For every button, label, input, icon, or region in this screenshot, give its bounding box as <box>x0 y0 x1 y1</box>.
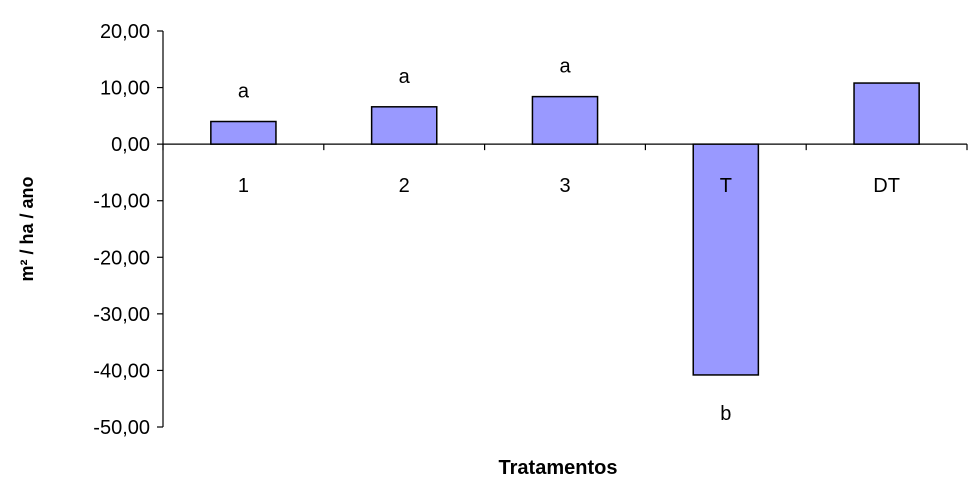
bars <box>210 82 920 376</box>
bar <box>531 95 599 145</box>
y-tick-label: 0,00 <box>111 134 150 156</box>
significance-label: a <box>238 81 250 103</box>
category-label: T <box>720 175 732 197</box>
annotation-labels: a a a b <box>238 56 732 425</box>
bar <box>692 143 760 376</box>
bar <box>210 120 277 145</box>
category-label: 1 <box>238 175 249 197</box>
y-tick-label: -30,00 <box>93 304 150 326</box>
y-tick-label: -10,00 <box>93 191 150 213</box>
x-axis <box>162 143 968 151</box>
y-axis: 20,00 10,00 0,00 -10,00 -20,00 -30,00 -40,00 -5… <box>93 21 164 439</box>
y-tick-label: 20,00 <box>100 21 150 43</box>
category-labels: 1 2 3 T DT <box>238 175 900 197</box>
significance-label: a <box>559 56 571 78</box>
significance-label: b <box>720 403 731 425</box>
y-tick-label: -40,00 <box>93 360 150 382</box>
bar <box>853 82 920 145</box>
category-label: 2 <box>399 175 410 197</box>
category-label: 3 <box>559 175 570 197</box>
y-tick-label: -20,00 <box>93 247 150 269</box>
bar <box>370 106 438 145</box>
category-label: DT <box>873 175 900 197</box>
y-tick-label: -50,00 <box>93 417 150 439</box>
x-axis-title: Tratamentos <box>499 457 618 477</box>
y-tick-label: 10,00 <box>100 78 150 100</box>
significance-label: a <box>399 66 411 88</box>
y-axis-title: m² / ha / ano <box>17 176 37 281</box>
